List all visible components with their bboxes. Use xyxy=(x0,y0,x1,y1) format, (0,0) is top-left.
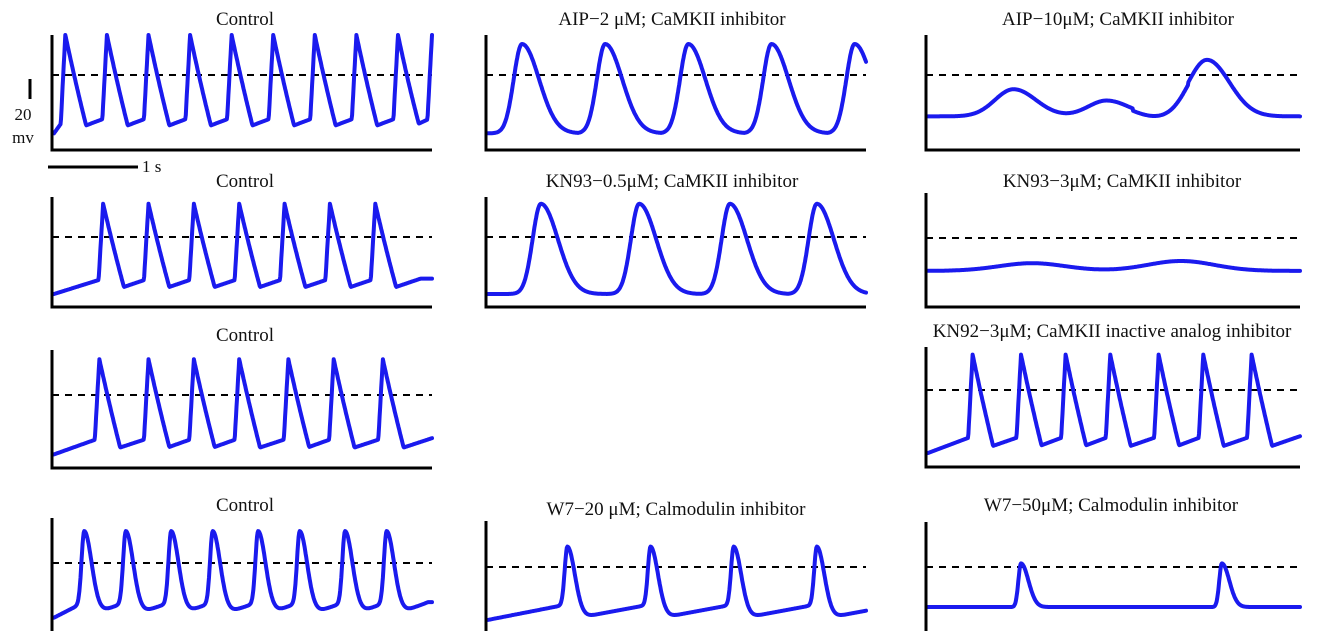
trace-r3c1 xyxy=(52,357,434,457)
panel-title: Control xyxy=(216,495,274,516)
panel-title: Control xyxy=(216,9,274,30)
axes xyxy=(924,193,1300,309)
panel-title: AIP−2 μM; CaMKII inhibitor xyxy=(558,9,786,30)
axes xyxy=(924,35,1300,152)
trace-r4c2 xyxy=(486,544,868,622)
panel-r1c1: Control xyxy=(50,9,434,152)
panel-r4c3: W7−50μM; Calmodulin inhibitor xyxy=(924,495,1302,631)
panel-r4c2: W7−20 μM; Calmodulin inhibitor xyxy=(484,499,868,631)
panel-title: KN93−3μM; CaMKII inhibitor xyxy=(1003,171,1242,192)
panel-title: Control xyxy=(216,325,274,346)
axes xyxy=(50,197,432,309)
axes xyxy=(50,35,432,152)
panel-r2c1: Control xyxy=(50,171,434,309)
trace-r2c3 xyxy=(926,259,1302,273)
trace-r1c2 xyxy=(486,42,868,136)
panel-r2c3: KN93−3μM; CaMKII inhibitor xyxy=(924,171,1302,309)
axes xyxy=(50,350,432,470)
panel-title: Control xyxy=(216,171,274,192)
panel-r2c2: KN93−0.5μM; CaMKII inhibitor xyxy=(484,171,868,309)
voltage-scale-unit: mv xyxy=(12,128,34,147)
axes xyxy=(484,197,866,309)
trace-r4c1 xyxy=(52,529,434,620)
panel-title: W7−50μM; Calmodulin inhibitor xyxy=(984,495,1239,516)
trace-r1c1 xyxy=(52,33,434,136)
trace-r2c2 xyxy=(486,201,868,296)
panel-r3c3: KN92−3μM; CaMKII inactive analog inhibit… xyxy=(924,321,1302,469)
axes xyxy=(484,35,866,152)
panel-r4c1: Control xyxy=(50,495,434,631)
voltage-scale-value: 20 xyxy=(15,105,32,124)
panel-r3c1: Control xyxy=(50,325,434,470)
panel-title: AIP−10μM; CaMKII inhibitor xyxy=(1002,9,1235,30)
trace-r2c1 xyxy=(52,201,434,296)
panel-r1c3: AIP−10μM; CaMKII inhibitor xyxy=(924,9,1302,152)
panel-title: W7−20 μM; Calmodulin inhibitor xyxy=(547,499,807,520)
trace-r4c3 xyxy=(926,561,1302,609)
trace-r1c3 xyxy=(926,57,1302,119)
trace-r3c3 xyxy=(926,352,1302,455)
panel-r1c2: AIP−2 μM; CaMKII inhibitor xyxy=(484,9,868,152)
axes xyxy=(924,347,1300,469)
panel-title: KN92−3μM; CaMKII inactive analog inhibit… xyxy=(933,321,1292,342)
panel-title: KN93−0.5μM; CaMKII inhibitor xyxy=(546,171,799,192)
time-scale-label: 1 s xyxy=(142,157,161,176)
scale-bar: 20 mv 1 s xyxy=(12,79,161,176)
